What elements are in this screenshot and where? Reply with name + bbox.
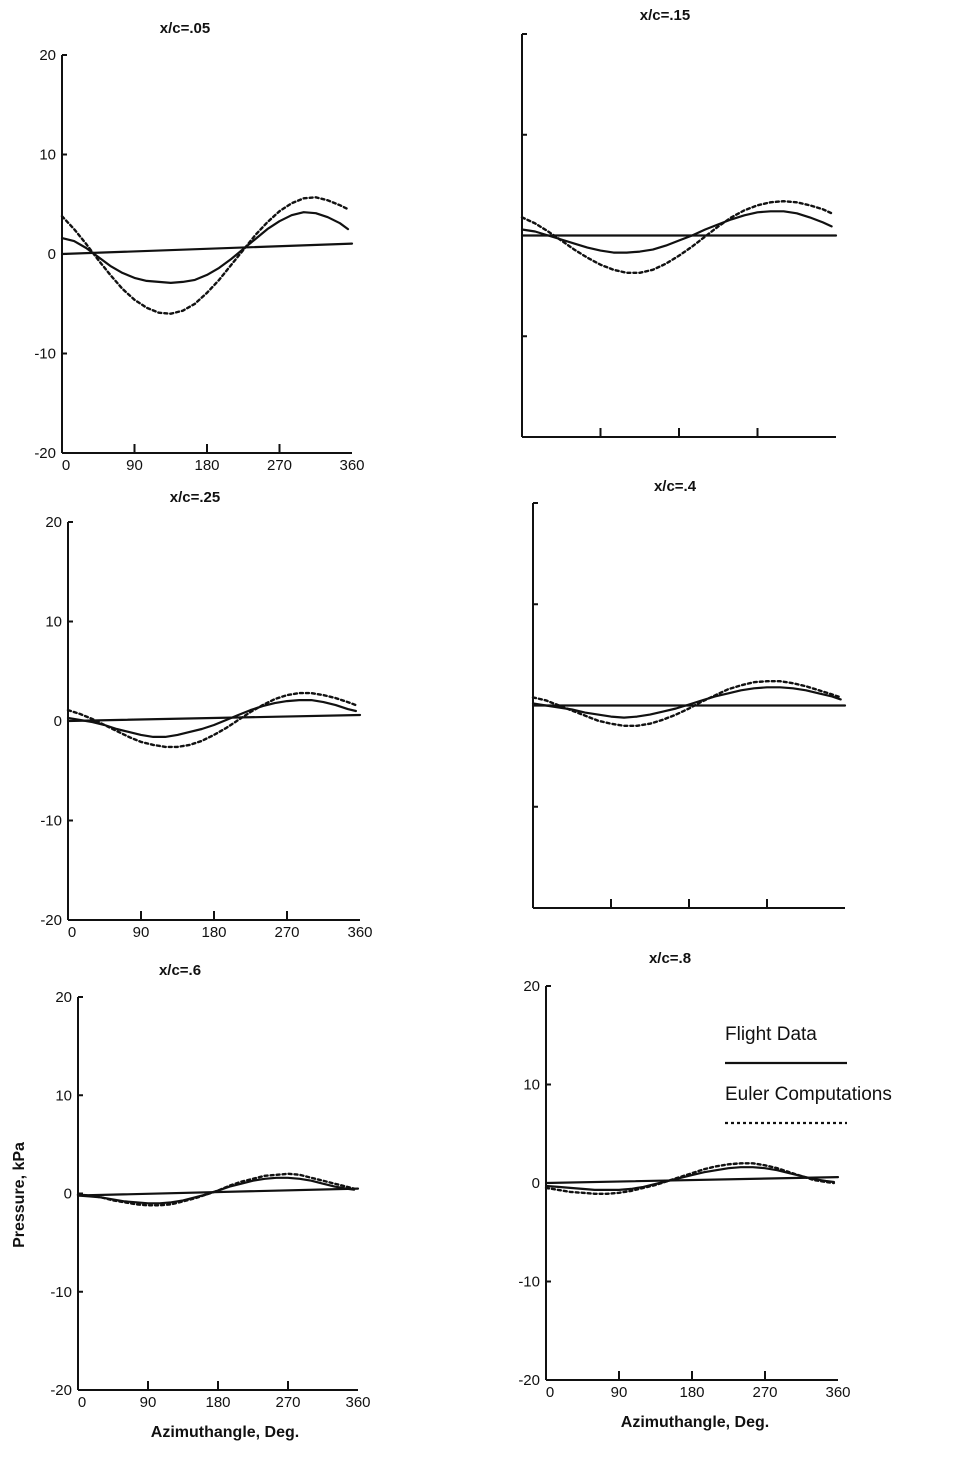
y-tick-label: 0 <box>532 1175 540 1192</box>
x-tick-label: 180 <box>201 924 226 941</box>
y-tick-label: -20 <box>40 912 62 929</box>
x-tick-label: 90 <box>133 924 150 941</box>
legend-flight-data-label: Flight Data <box>725 1024 817 1045</box>
panel-3: x/c=.25 0 90 180 270 360 20 10 0 -10 -20 <box>40 489 372 941</box>
x-tick-label: 90 <box>611 1384 628 1401</box>
y-tick-label: -10 <box>518 1274 540 1291</box>
x-tick-label: 270 <box>752 1384 777 1401</box>
y-tick-label: -10 <box>50 1284 72 1301</box>
panels: x/c=.05 0 90 180 270 360 20 10 0 -10 -20 x/c=.15 x/c… <box>34 7 850 1411</box>
y-tick-label: -20 <box>518 1372 540 1389</box>
y-tick-label: 20 <box>523 978 540 995</box>
y-tick-label: 20 <box>45 514 62 531</box>
zero-reference-line <box>76 1187 360 1197</box>
panel-title: x/c=.05 <box>160 20 210 37</box>
panel-6: x/c=.8 0 90 180 270 360 20 10 0 -10 -20 <box>518 950 850 1401</box>
zero-reference-line <box>544 1175 840 1185</box>
y-tick-label: -20 <box>50 1382 72 1399</box>
panel-4: x/c=.4 <box>531 478 847 909</box>
x-axis-label-left: Azimuthangle, Deg. <box>151 1424 299 1441</box>
panel-title: x/c=.25 <box>170 489 220 506</box>
x-tick-label: 180 <box>679 1384 704 1401</box>
legend-euler-computations-label: Euler Computations <box>725 1084 892 1105</box>
y-tick-label: 0 <box>48 246 56 263</box>
x-tick-label: 180 <box>205 1394 230 1411</box>
zero-reference-line <box>66 713 362 723</box>
x-tick-label: 270 <box>267 457 292 474</box>
panel-1: x/c=.05 0 90 180 270 360 20 10 0 -10 -20 <box>34 20 364 474</box>
x-tick-label: 90 <box>140 1394 157 1411</box>
euler-computations-line <box>66 691 358 749</box>
y-tick-label: -10 <box>34 346 56 363</box>
x-tick-label: 0 <box>62 457 70 474</box>
zero-reference-line <box>60 242 354 256</box>
y-tick-label: 20 <box>39 47 56 64</box>
y-tick-label: 10 <box>45 614 62 631</box>
panel-title: x/c=.4 <box>654 478 697 495</box>
euler-computations-line <box>520 199 833 274</box>
panel-5: x/c=.6 0 90 180 270 360 20 10 0 -10 -20 <box>50 962 370 1411</box>
x-tick-label: 360 <box>347 924 372 941</box>
y-tick-label: -10 <box>40 813 62 830</box>
euler-computations-line <box>60 196 350 315</box>
y-tick-label: -20 <box>34 445 56 462</box>
panel-title: x/c=.6 <box>159 962 201 979</box>
x-tick-label: 360 <box>345 1394 370 1411</box>
panel-title: x/c=.15 <box>640 7 690 24</box>
y-axis-label: Pressure, kPa <box>11 1142 28 1248</box>
panel-2: x/c=.15 <box>520 7 838 438</box>
x-tick-label: 180 <box>194 457 219 474</box>
y-tick-label: 20 <box>55 989 72 1006</box>
flight-data-line <box>520 210 833 254</box>
legend: Flight Data Euler Computations <box>725 1024 892 1125</box>
flight-data-line <box>66 698 357 739</box>
flight-data-line <box>531 686 842 719</box>
x-tick-label: 90 <box>126 457 143 474</box>
y-tick-label: 10 <box>55 1087 72 1104</box>
y-tick-label: 10 <box>39 147 56 164</box>
x-axis-label-right: Azimuthangle, Deg. <box>621 1414 769 1431</box>
x-tick-label: 0 <box>78 1394 86 1411</box>
flight-data-line <box>60 211 350 284</box>
x-tick-label: 360 <box>339 457 364 474</box>
x-tick-label: 0 <box>546 1384 554 1401</box>
euler-computations-line <box>544 1162 836 1196</box>
y-tick-label: 10 <box>523 1077 540 1094</box>
euler-computations-line <box>531 680 842 727</box>
x-tick-label: 0 <box>68 924 76 941</box>
x-tick-label: 270 <box>275 1394 300 1411</box>
panel-title: x/c=.8 <box>649 950 691 967</box>
euler-computations-line <box>76 1172 356 1207</box>
x-tick-label: 270 <box>274 924 299 941</box>
y-tick-label: 0 <box>64 1186 72 1203</box>
x-tick-label: 360 <box>825 1384 850 1401</box>
y-tick-label: 0 <box>54 713 62 730</box>
